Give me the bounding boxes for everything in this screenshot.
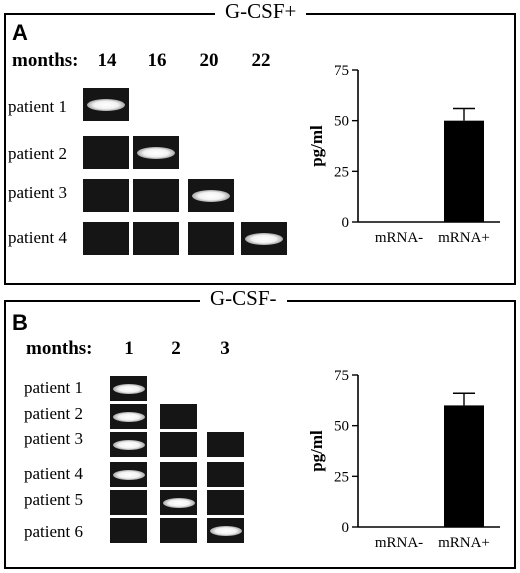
y-tick-label: 50 [334,419,349,435]
panel-b-gel-lane [110,490,147,515]
y-tick-label: 0 [342,520,350,536]
bar [444,405,484,527]
x-tick-label: mRNA- [375,535,423,551]
panel-b-month: 2 [171,338,181,359]
panel-a-patient-label: patient 4 [8,228,68,247]
panel-a-month: 22 [251,50,271,71]
x-tick-label: mRNA+ [438,535,490,551]
panel-b-gel-lane [110,432,147,457]
panel-b-gel-lane [207,432,244,457]
x-tick-label: mRNA+ [438,230,490,246]
panel-b-gel-lane [160,404,197,429]
panel-a-patient-label: patient 2 [8,144,68,163]
panel-a-gel-lane [83,179,129,212]
y-tick-label: 0 [342,215,350,231]
panel-b-gel-band [209,525,242,536]
panel-a-letter: A [12,20,28,45]
panel-b-patient-label: patient 2 [24,404,84,423]
panel-a-gel-lane [133,222,179,255]
panel-b-gel-band [112,439,145,450]
panel-b-gel-lane [160,432,197,457]
panel-b-gel-lane [207,462,244,487]
panel-a-title: G-CSF+ [215,0,307,24]
panel-b-gel-band [112,411,145,422]
panel-b-gel-lane [160,518,197,543]
panel-a-gel-lane [241,222,287,255]
panel-b-title: G-CSF- [200,286,287,311]
panel-a-gel-band [87,98,125,111]
y-axis-label: pg/ml [307,125,326,167]
panel-a-patient-label: patient 3 [8,183,68,202]
panel-b-patient-label: patient 3 [24,429,84,448]
panel-a-gel-band [245,232,283,245]
x-tick-label: mRNA- [375,230,423,246]
panel-a-gel-band [192,189,230,202]
panel-b-patient-label: patient 1 [24,378,84,397]
panel-a-bar-chart: 0 25 50 75 pg/ml mRNA-mRNA+ [307,63,500,246]
y-axis-label: pg/ml [307,430,326,472]
panel-b-patient-label: patient 5 [24,490,84,509]
panel-b-month: 3 [220,338,230,359]
panel-b-gel-lane [207,518,244,543]
panel-a-gel-lane [83,88,129,121]
panel-b-bar-chart: 0 25 50 75 pg/ml mRNA-mRNA+ [307,368,500,551]
panel-a-gel-lane [188,179,234,212]
panel-a-month: 20 [199,50,219,71]
panel-a-patient-label: patient 1 [8,97,68,116]
panel-a-months-label: months: [12,50,79,71]
panel-b-gel-lane [207,490,244,515]
panel-b-gel-lane [110,404,147,429]
y-tick-label: 75 [334,63,349,79]
panel-b-gel-lane [110,518,147,543]
panel-b-patient-label: patient 4 [24,464,84,483]
panel-a-gel-lane [188,222,234,255]
panel-b-gel-band [112,383,145,394]
panel-b-gel-band [162,497,195,508]
y-tick-label: 25 [334,164,349,180]
bar [444,120,484,222]
panel-a-gel-lane [83,136,129,169]
panel-a-month: 16 [147,50,167,71]
panel-b-gel-lane [110,462,147,487]
y-tick-label: 25 [334,469,349,485]
panel-b-month: 1 [124,338,134,359]
panel-a-month: 14 [97,50,117,71]
panel-b-gel-lane [160,490,197,515]
panel-b-gel-lane [160,462,197,487]
panel-a-gel-band [137,146,175,159]
panel-a-gel-lane [133,179,179,212]
panel-b-gel-lane [110,376,147,401]
panel-b-patient-label: patient 6 [24,522,84,541]
panel-a-gel-lane [83,222,129,255]
panel-b-gel-band [112,469,145,480]
panel-b-months-label: months: [26,338,93,359]
panel-b-letter: B [12,310,28,335]
y-tick-label: 75 [334,368,349,384]
panel-a-gel-lane [133,136,179,169]
y-tick-label: 50 [334,114,349,130]
